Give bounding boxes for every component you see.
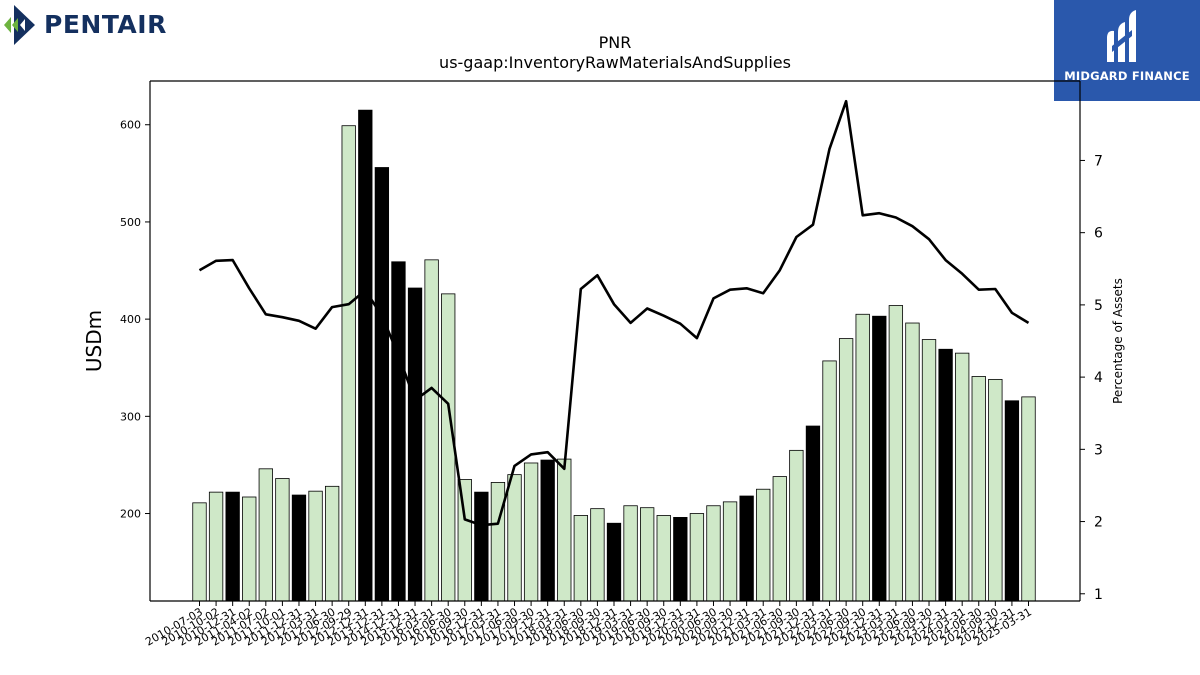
bar: [391, 261, 406, 602]
bar: [722, 501, 738, 602]
percentage-line: [198, 99, 1030, 527]
midgard-logo-text: MIDGARD FINANCE: [1064, 69, 1190, 83]
y2-tick-label: 5: [1094, 298, 1103, 314]
bar: [756, 488, 771, 602]
pentair-logo: PENTAIR: [4, 4, 174, 46]
bar: [490, 482, 506, 602]
bar: [606, 522, 622, 602]
bar: [358, 109, 373, 602]
bar: [789, 449, 804, 602]
bar: [258, 468, 273, 602]
bar: [275, 478, 290, 602]
pentair-logo-text: PENTAIR: [44, 10, 167, 39]
bar: [855, 313, 870, 602]
bar: [706, 505, 721, 602]
bar: [1004, 400, 1020, 602]
bar: [805, 425, 821, 602]
bar: [640, 507, 655, 602]
bar: [407, 287, 423, 602]
bar: [374, 167, 390, 602]
bar: [441, 293, 456, 602]
bar: [921, 339, 937, 602]
bar: [208, 491, 224, 602]
y2-tick-label: 3: [1094, 442, 1103, 458]
bar: [590, 508, 605, 602]
bar: [838, 338, 854, 602]
bar: [656, 515, 671, 602]
midgard-logo-icon: [1107, 10, 1136, 62]
bar: [557, 458, 572, 602]
pentair-logo-icon: [4, 5, 35, 45]
bar: [291, 494, 307, 602]
bar: [772, 476, 787, 602]
bar: [689, 513, 705, 602]
bar: [324, 485, 340, 602]
bar: [623, 505, 638, 602]
y2-tick-label: 2: [1094, 515, 1103, 531]
bar: [905, 322, 920, 602]
y2-tick-label: 7: [1094, 153, 1103, 169]
y-tick-label: 500: [120, 216, 141, 229]
bar: [971, 376, 986, 602]
bar: [938, 348, 953, 602]
bar: [474, 491, 489, 602]
bar: [1021, 396, 1036, 602]
bar: [673, 517, 688, 602]
y2-tick-label: 6: [1094, 226, 1103, 242]
chart-title: PNR: [598, 33, 632, 52]
y-axis-label: USDm: [82, 310, 106, 372]
bar: [988, 378, 1003, 602]
bar: [888, 305, 904, 602]
bar: [225, 491, 240, 602]
bar: [540, 459, 555, 602]
bar: [872, 315, 887, 602]
y-tick-label: 300: [120, 410, 141, 423]
bar: [308, 490, 323, 602]
bar: [573, 515, 588, 602]
bar: [822, 360, 837, 602]
bar: [192, 502, 207, 602]
y2-tick-label: 1: [1094, 587, 1103, 603]
y-tick-label: 600: [120, 119, 141, 132]
bar: [739, 495, 754, 602]
bar: [341, 125, 356, 602]
bar: [507, 474, 522, 602]
y2-tick-label: 4: [1094, 370, 1103, 386]
bar: [242, 496, 257, 602]
bar: [523, 462, 539, 602]
y-tick-label: 400: [120, 313, 141, 326]
y2-axis-label: Percentage of Assets: [1111, 278, 1125, 404]
bar: [457, 479, 472, 602]
y-tick-label: 200: [120, 508, 141, 521]
bar: [955, 352, 970, 602]
chart-subtitle: us-gaap:InventoryRawMaterialsAndSupplies: [439, 53, 791, 72]
midgard-finance-logo: MIDGARD FINANCE: [1054, 0, 1200, 101]
bar: [424, 259, 439, 602]
